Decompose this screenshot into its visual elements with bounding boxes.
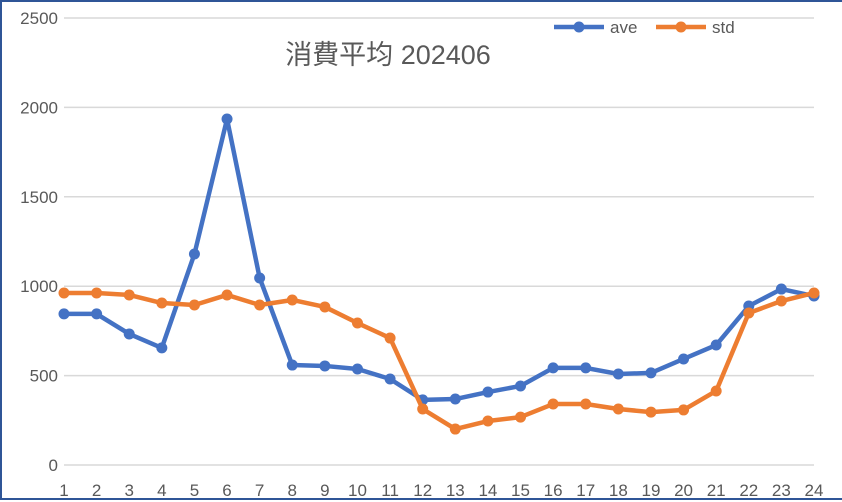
legend-label: std: [712, 18, 735, 37]
x-axis-ticks: 1 2 3 4 5 6 7 8 9 10 11 12 13 14 15 16 17 18 19 20 21 22 23 24: [59, 481, 823, 500]
data-point[interactable]: [775, 283, 787, 295]
legend-item-std[interactable]: std: [656, 18, 735, 37]
data-point[interactable]: [123, 289, 135, 301]
x-tick-label: 14: [478, 481, 497, 500]
data-point[interactable]: [286, 294, 298, 306]
data-point[interactable]: [743, 307, 755, 319]
x-tick-label: 12: [413, 481, 432, 500]
data-point[interactable]: [547, 398, 559, 410]
data-point[interactable]: [254, 272, 266, 284]
y-tick-label: 1000: [20, 277, 58, 296]
data-point[interactable]: [678, 404, 690, 416]
data-point[interactable]: [515, 411, 527, 423]
x-tick-label: 13: [446, 481, 465, 500]
y-axis-ticks: 0 500 1000 1500 2000 2500: [20, 9, 58, 475]
x-tick-label: 18: [609, 481, 628, 500]
series-lines: [58, 113, 820, 435]
data-point[interactable]: [678, 353, 690, 365]
x-tick-label: 16: [544, 481, 563, 500]
data-point[interactable]: [123, 328, 135, 340]
data-point[interactable]: [580, 398, 592, 410]
y-tick-label: 500: [30, 367, 58, 386]
data-point[interactable]: [58, 308, 70, 320]
data-point[interactable]: [384, 332, 396, 344]
legend-item-ave[interactable]: ave: [554, 18, 637, 37]
legend-dot-icon: [573, 21, 585, 33]
series-std: [58, 287, 820, 435]
x-tick-label: 20: [674, 481, 693, 500]
data-point[interactable]: [710, 339, 722, 351]
data-point[interactable]: [188, 248, 200, 260]
x-tick-label: 3: [124, 481, 133, 500]
data-point[interactable]: [319, 301, 331, 313]
x-tick-label: 2: [92, 481, 101, 500]
data-point[interactable]: [351, 363, 363, 375]
data-point[interactable]: [221, 113, 233, 125]
data-point[interactable]: [645, 367, 657, 379]
x-tick-label: 22: [739, 481, 758, 500]
x-tick-label: 23: [772, 481, 791, 500]
x-tick-label: 8: [288, 481, 297, 500]
x-tick-label: 6: [222, 481, 231, 500]
data-point[interactable]: [775, 295, 787, 307]
x-tick-label: 5: [190, 481, 199, 500]
data-point[interactable]: [221, 289, 233, 301]
legend-label: ave: [610, 18, 637, 37]
data-point[interactable]: [710, 385, 722, 397]
data-point[interactable]: [482, 415, 494, 427]
data-point[interactable]: [808, 287, 820, 299]
data-point[interactable]: [156, 297, 168, 309]
x-tick-label: 10: [348, 481, 367, 500]
data-point[interactable]: [449, 423, 461, 435]
data-point[interactable]: [58, 287, 70, 299]
gridlines: [64, 17, 814, 466]
series-line: [61, 116, 817, 403]
x-tick-label: 17: [576, 481, 595, 500]
x-tick-label: 7: [255, 481, 264, 500]
data-point[interactable]: [515, 380, 527, 392]
data-point[interactable]: [188, 299, 200, 311]
x-tick-label: 11: [381, 481, 399, 500]
legend-dot-icon: [675, 21, 687, 33]
chart-title: 消費平均 202406: [285, 40, 491, 70]
data-point[interactable]: [645, 406, 657, 418]
data-point[interactable]: [449, 393, 461, 405]
x-tick-label: 9: [320, 481, 329, 500]
x-tick-label: 24: [805, 481, 824, 500]
x-tick-label: 19: [641, 481, 660, 500]
data-point[interactable]: [580, 362, 592, 374]
y-tick-label: 1500: [20, 188, 58, 207]
legend: ave std: [554, 18, 735, 37]
data-point[interactable]: [254, 299, 266, 311]
data-point[interactable]: [91, 287, 103, 299]
series-ave: [58, 113, 820, 406]
data-point[interactable]: [351, 317, 363, 329]
x-tick-label: 21: [707, 481, 726, 500]
y-tick-label: 2000: [20, 98, 58, 117]
data-point[interactable]: [91, 308, 103, 320]
data-point[interactable]: [319, 360, 331, 372]
y-tick-label: 0: [49, 456, 58, 475]
data-point[interactable]: [384, 373, 396, 385]
data-point[interactable]: [612, 403, 624, 415]
data-point[interactable]: [417, 403, 429, 415]
data-point[interactable]: [156, 342, 168, 354]
data-point[interactable]: [612, 368, 624, 380]
x-tick-label: 1: [59, 481, 68, 500]
x-tick-label: 4: [157, 481, 166, 500]
data-point[interactable]: [286, 359, 298, 371]
y-tick-label: 2500: [20, 9, 58, 28]
series-line: [61, 290, 817, 432]
data-point[interactable]: [482, 386, 494, 398]
data-point[interactable]: [547, 362, 559, 374]
x-tick-label: 15: [511, 481, 530, 500]
